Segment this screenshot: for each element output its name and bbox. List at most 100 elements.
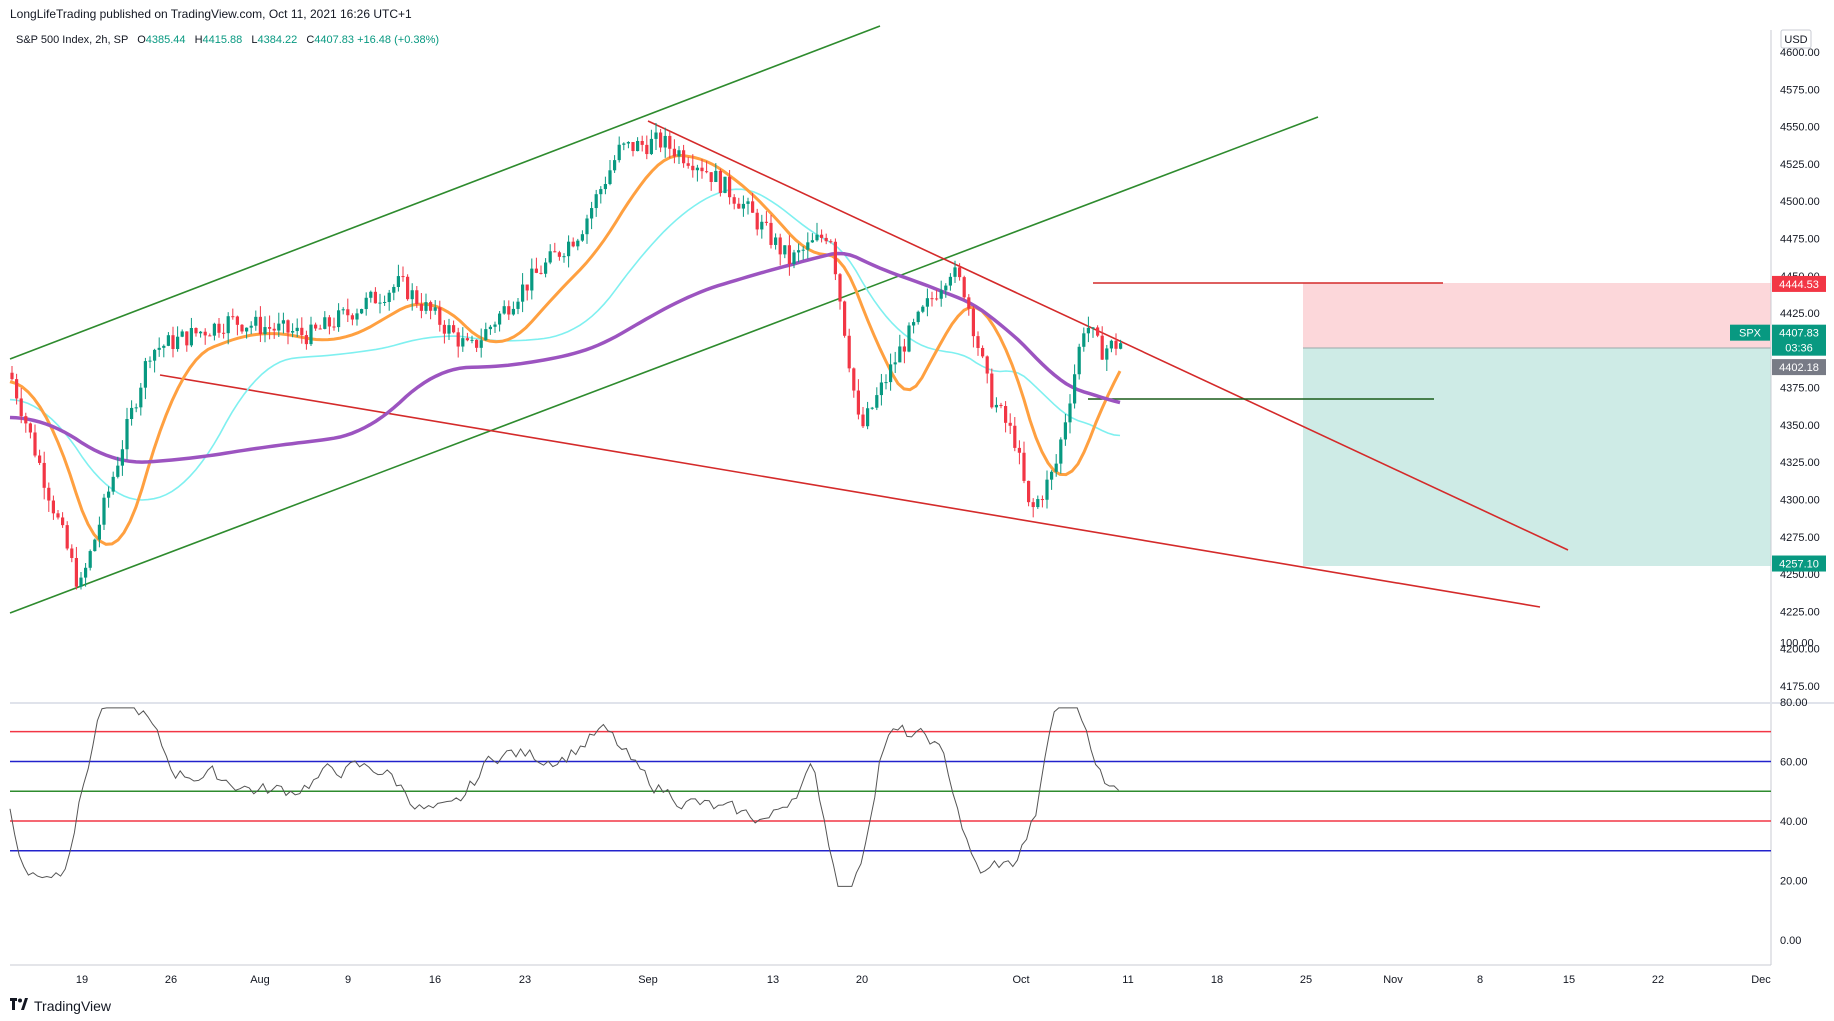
candle-body — [613, 160, 617, 171]
rsi-line — [9, 707, 1119, 887]
candle-body — [764, 221, 768, 223]
price-tick-label: 4275.00 — [1780, 532, 1820, 544]
candle-body — [488, 326, 492, 330]
candle-body — [120, 449, 124, 466]
candle-body — [456, 332, 460, 347]
ma-purple-line — [9, 251, 1121, 464]
rsi-tick-label: 40.00 — [1780, 816, 1808, 828]
candle-body — [571, 241, 575, 247]
candle-body — [10, 372, 14, 380]
candle-body — [944, 285, 948, 291]
symbol-tag-bg — [1730, 324, 1770, 341]
rsi-tick-label: 0.00 — [1780, 935, 1801, 947]
candle-body — [341, 309, 345, 311]
price-axis-ticks: 4175.00 4200.00 4225.00 4250.00 4275.00 4300.… — [1780, 47, 1820, 693]
candle-body — [806, 242, 810, 250]
legend-high: 4415.88 — [202, 34, 243, 46]
candle-body — [134, 407, 138, 409]
trendlines[interactable] — [9, 25, 1569, 614]
rsi-tick-label: 100.00 — [1780, 637, 1814, 649]
candle-body — [346, 309, 350, 316]
candle-body — [553, 251, 557, 253]
candle-body — [594, 194, 598, 209]
time-axis-ticks: 19 26 Aug 9 16 23 Sep 13 20 Oct 11 18 25 Nov 8 15 22 Dec — [76, 974, 1771, 986]
candle-body — [958, 267, 962, 278]
candle-body — [792, 252, 796, 265]
time-tick-label: 13 — [767, 974, 779, 986]
candle-body — [1017, 447, 1021, 453]
candle-body — [686, 163, 690, 166]
candle-body — [295, 327, 299, 332]
candle-body — [1100, 335, 1104, 360]
candle-body — [498, 313, 502, 325]
candle-body — [194, 328, 198, 334]
candle-body — [599, 189, 603, 195]
candle-body — [916, 311, 920, 323]
candle-body — [387, 292, 391, 302]
target-price-tag-bg — [1772, 555, 1826, 572]
symbol-legend: S&P 500 Index, 2h, SP O4385.44 H4415.88 … — [16, 34, 439, 46]
candle-body — [392, 286, 396, 293]
candle-body — [557, 252, 561, 257]
candle-body — [1027, 480, 1031, 503]
candle-body — [603, 184, 607, 190]
candle-body — [530, 268, 534, 291]
candle-body — [111, 476, 115, 492]
candle-body — [373, 291, 377, 304]
candle-body — [884, 382, 888, 384]
candle-body — [797, 250, 801, 253]
target-zone[interactable] — [1303, 348, 1771, 566]
candle-body — [84, 567, 88, 578]
candle-body — [981, 347, 985, 357]
candle-body — [902, 346, 906, 352]
candle-body — [516, 301, 520, 309]
time-tick-label: 18 — [1211, 974, 1223, 986]
candle-body — [1068, 403, 1072, 423]
price-tick-label: 4575.00 — [1780, 84, 1820, 96]
stop-price-tag-bg — [1772, 275, 1826, 292]
price-tick-label: 4425.00 — [1780, 308, 1820, 320]
candle-body — [866, 408, 870, 427]
candle-body — [350, 315, 354, 320]
candle-body — [507, 306, 511, 315]
candle-body — [410, 290, 414, 300]
candle-body — [631, 142, 635, 152]
candle-body — [654, 132, 658, 139]
candle-body — [332, 326, 336, 328]
candle-body — [971, 308, 975, 337]
candle-body — [898, 346, 902, 363]
candle-body — [1059, 439, 1063, 464]
candle-body — [640, 140, 644, 145]
candle-body — [263, 327, 267, 335]
legend-open-label: O — [137, 34, 146, 46]
candle-body — [976, 336, 980, 348]
candle-body — [442, 324, 446, 334]
candle-body — [1077, 346, 1081, 375]
candle-body — [235, 316, 239, 325]
candle-body — [19, 398, 23, 417]
legend-low: 4384.22 — [257, 34, 298, 46]
candle-body — [769, 222, 773, 245]
candle-body — [337, 310, 341, 328]
candle-body — [801, 249, 805, 251]
price-tags: 4444.53 SPX 4407.83 03:36 4402.18 4257.10 USD — [1730, 29, 1826, 572]
candle-body — [176, 336, 180, 349]
candle-body — [217, 323, 221, 333]
stop-zone[interactable] — [1303, 283, 1771, 348]
candle-body — [281, 320, 285, 324]
candle-body — [406, 276, 410, 300]
time-tick-label: 23 — [519, 974, 531, 986]
candle-body — [562, 256, 566, 258]
legend-close-label: C — [306, 34, 315, 46]
candle-body — [107, 491, 111, 498]
candle-body — [737, 203, 741, 209]
candle-body — [185, 331, 189, 346]
candle-body — [378, 302, 382, 304]
candle-body — [755, 212, 759, 230]
candle-body — [171, 335, 175, 349]
candle-body — [157, 347, 161, 350]
candle-body — [999, 404, 1003, 407]
candle-body — [1105, 348, 1109, 360]
candle-body — [484, 329, 488, 341]
